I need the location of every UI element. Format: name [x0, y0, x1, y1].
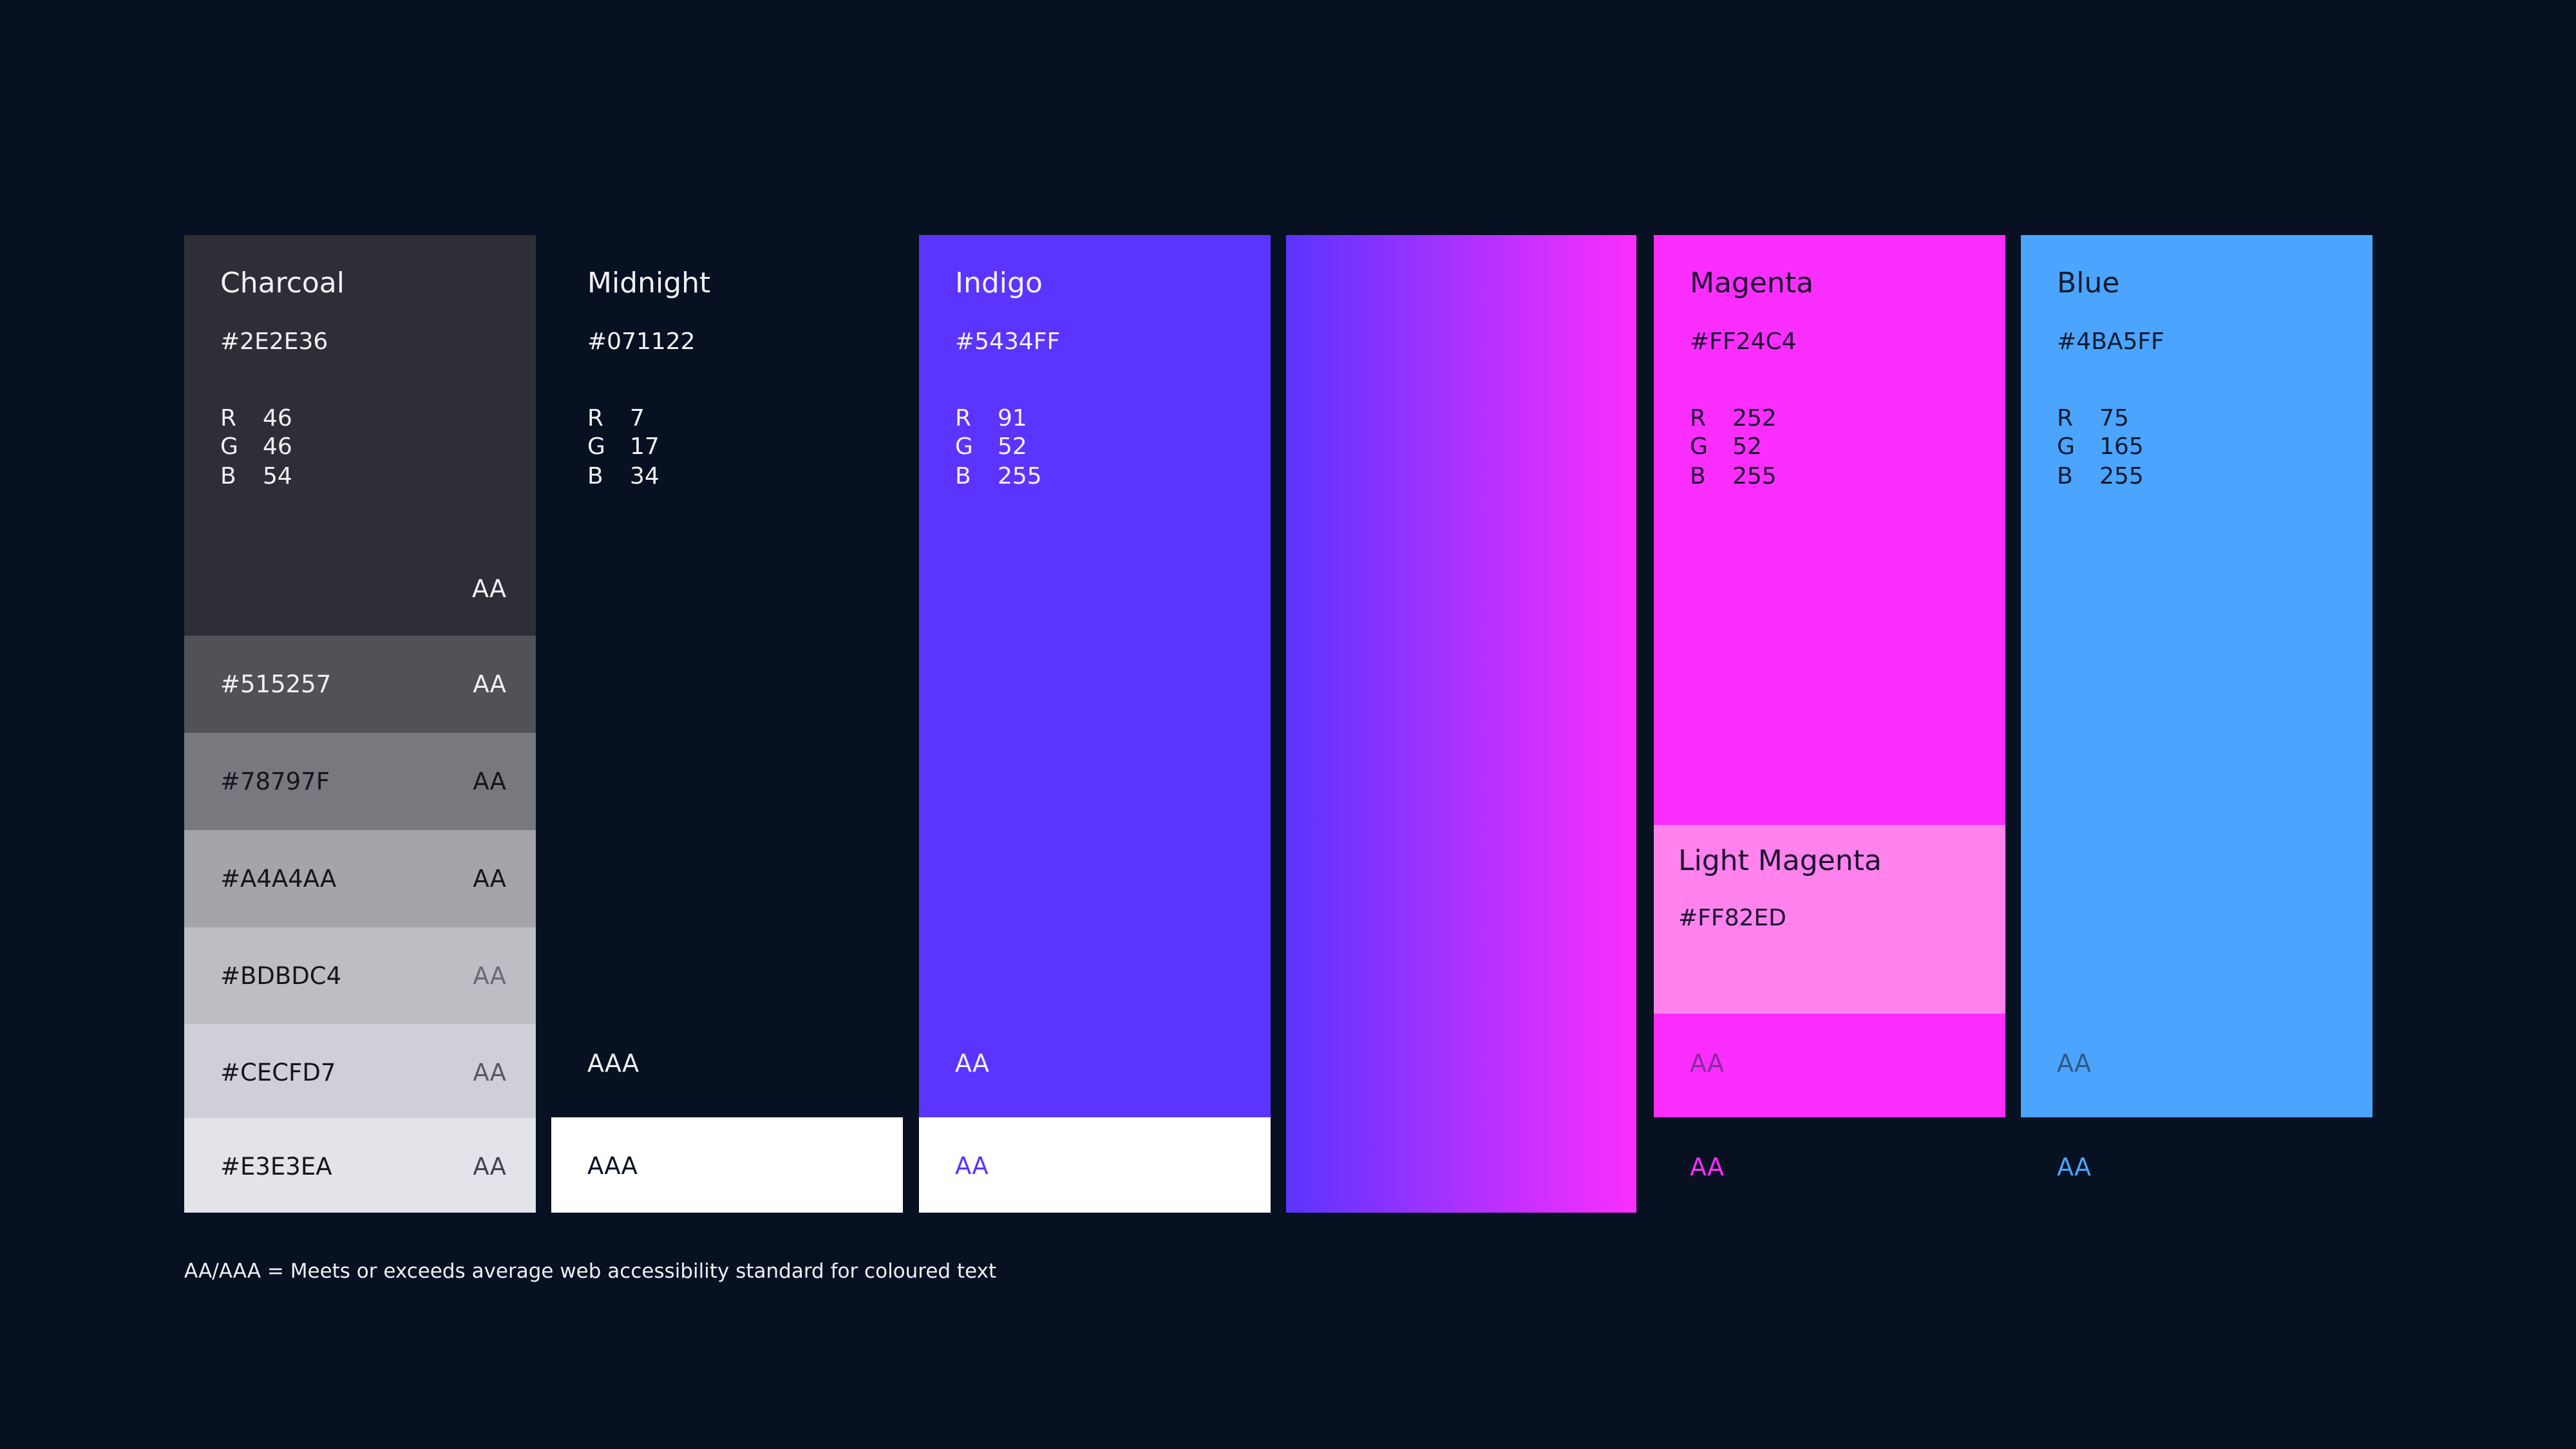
rating: AA [473, 865, 506, 893]
hex: #071122 [587, 328, 696, 355]
rating: AAA [587, 1152, 638, 1180]
rgb-label: G [2057, 433, 2075, 460]
color-name: Charcoal [220, 267, 345, 299]
rgb-value: 255 [1732, 463, 1777, 489]
hex: #E3E3EA [220, 1153, 332, 1180]
tint-row: #78797F AA [184, 733, 536, 830]
hex: #FF24C4 [1690, 328, 1797, 355]
blue-column: Blue #4BA5FF R 75 G 165 B 255 AA AA [2021, 235, 2372, 1213]
rgb-label: B [955, 463, 971, 489]
rating: AA [473, 1153, 506, 1180]
rating: AA [473, 962, 506, 990]
hex: #FF82ED [1678, 905, 1786, 931]
rating: AA [473, 670, 506, 698]
rating: AAA [587, 1049, 639, 1077]
rating: AA [1690, 1153, 1725, 1181]
swatch: Charcoal #2E2E36 R 46 G 46 B 54 AA [184, 235, 536, 636]
rgb-value: 17 [630, 433, 659, 460]
rgb-label: R [955, 405, 972, 431]
rgb-value: 75 [2099, 405, 2129, 431]
rating: AA [955, 1152, 989, 1180]
rgb-value: 255 [998, 463, 1042, 489]
midnight-column: Midnight #071122 R 7 G 17 B 34 AAA AAA [551, 235, 903, 1213]
rating: AA [2057, 1049, 2092, 1077]
footnote: AA/AAA = Meets or exceeds average web ac… [184, 1260, 997, 1283]
rating: AA [471, 574, 506, 603]
rating: AA [955, 1049, 990, 1077]
tint-row: #515257 AA [184, 636, 536, 733]
rgb-value: 165 [2099, 433, 2144, 460]
on-white-row: AA [919, 1117, 1271, 1213]
hex: #BDBDC4 [220, 962, 342, 990]
color-name: Magenta [1690, 267, 1814, 299]
tint-row: #A4A4AA AA [184, 830, 536, 927]
rgb-label: G [1690, 433, 1708, 460]
rgb-label: R [2057, 405, 2074, 431]
indigo-column: Indigo #5434FF R 91 G 52 B 255 AA AA [919, 235, 1271, 1213]
rgb-label: G [955, 433, 973, 460]
rgb-value: 91 [998, 405, 1027, 431]
tint-row: #CECFD7 AA [184, 1024, 536, 1118]
hex: #515257 [220, 670, 332, 698]
rgb-label: B [220, 463, 236, 489]
color-name: Midnight [587, 267, 711, 299]
hex: #A4A4AA [220, 865, 337, 893]
rgb-label: B [1690, 463, 1706, 489]
rgb-label: R [220, 405, 237, 431]
rgb-value: 52 [1732, 433, 1762, 460]
rgb-value: 54 [263, 463, 292, 489]
rating: AA [473, 1059, 506, 1086]
tint-row: #E3E3EA AA [184, 1118, 536, 1213]
rgb-value: 255 [2099, 463, 2144, 489]
hex: #4BA5FF [2057, 328, 2164, 355]
hex: #78797F [220, 768, 330, 795]
rgb-label: G [587, 433, 605, 460]
color-name: Blue [2057, 267, 2120, 299]
hex: #5434FF [955, 328, 1061, 355]
rgb-label: B [587, 463, 603, 489]
swatch: Magenta #FF24C4 R 252 G 52 B 255 Light M… [1654, 235, 2005, 1117]
rgb-value: 7 [630, 405, 645, 431]
color-name: Light Magenta [1678, 844, 1882, 877]
rgb-value: 252 [1732, 405, 1777, 431]
tint-swatch: Light Magenta #FF82ED [1654, 825, 2005, 1014]
magenta-column: Magenta #FF24C4 R 252 G 52 B 255 Light M… [1654, 235, 2005, 1213]
rating: AA [473, 768, 506, 795]
rgb-value: 46 [263, 405, 292, 431]
swatch: Indigo #5434FF R 91 G 52 B 255 AA [919, 235, 1271, 1117]
rgb-label: R [587, 405, 604, 431]
rgb-label: B [2057, 463, 2073, 489]
on-white-row: AAA [551, 1117, 903, 1213]
gradient-swatch [1286, 235, 1636, 1213]
tint-row: #BDBDC4 AA [184, 927, 536, 1024]
rgb-value: 46 [263, 433, 292, 460]
hex: #CECFD7 [220, 1059, 336, 1086]
color-name: Indigo [955, 267, 1043, 299]
hex: #2E2E36 [220, 328, 328, 355]
rgb-label: R [1690, 405, 1707, 431]
rating: AA [1690, 1049, 1725, 1077]
charcoal-column: Charcoal #2E2E36 R 46 G 46 B 54 AA #5152… [184, 235, 536, 1213]
swatch: Blue #4BA5FF R 75 G 165 B 255 AA [2021, 235, 2372, 1117]
rgb-label: G [220, 433, 238, 460]
rgb-value: 34 [630, 463, 659, 489]
rgb-value: 52 [998, 433, 1027, 460]
rating: AA [2057, 1153, 2092, 1181]
